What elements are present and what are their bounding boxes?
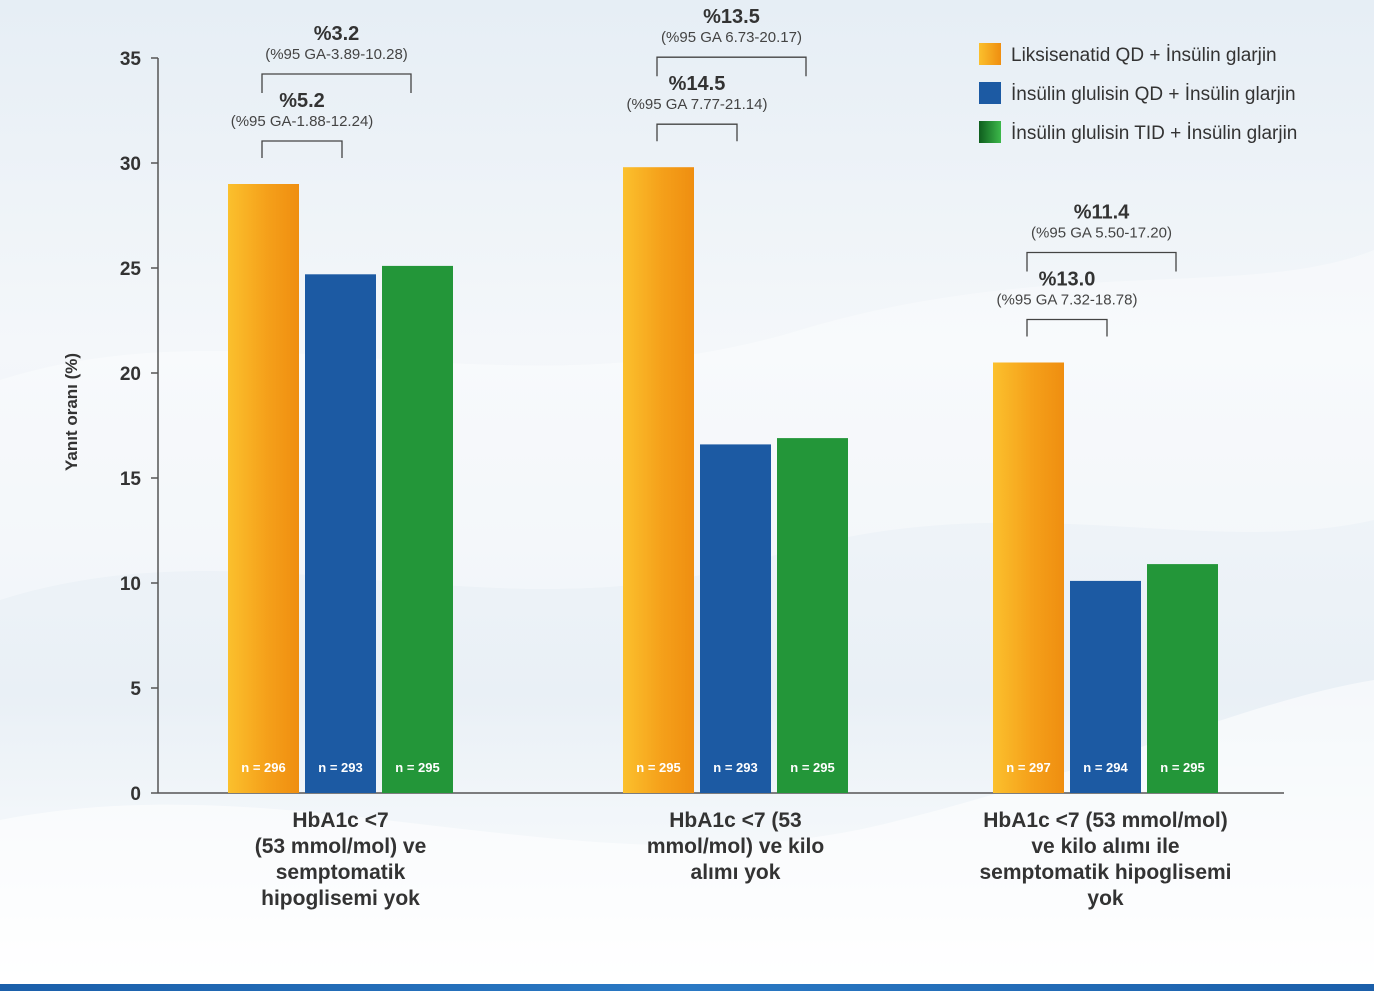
y-tick-label: 10 [120, 574, 141, 595]
n-labels: n = 296 n = 295 n = 297 n = 293 n = 293 n = 2… [241, 760, 1204, 775]
bar [382, 265, 453, 793]
category-labels: HbA1c <7 (53 mmol/mol) ve semptomatik hipog… [255, 809, 1232, 910]
category-label: HbA1c <7 (53 [669, 809, 801, 832]
difference-label: %11.4 [1074, 202, 1130, 224]
bar [777, 438, 848, 793]
n-label: n = 295 [636, 760, 680, 775]
y-tick-label: 35 [120, 49, 142, 70]
significance-bracket [656, 56, 807, 77]
legend-label: Liksisenatid QD + İnsülin glarjin [1011, 45, 1277, 66]
confidence-interval: (%95 GA 6.73-20.17) [661, 29, 802, 46]
difference-label: %5.2 [279, 90, 325, 112]
y-tick-label: 20 [120, 364, 141, 385]
category-label: semptomatik [276, 861, 406, 884]
legend-label: İnsülin glulisin TID + İnsülin glarjin [1011, 123, 1297, 144]
significance-bracket [656, 123, 738, 142]
legend-swatch [979, 43, 1001, 65]
category-label: HbA1c <7 (53 mmol/mol) [983, 809, 1227, 832]
y-tick-label: 30 [120, 154, 141, 175]
significance-bracket [1026, 251, 1177, 272]
category-label: mmol/mol) ve kilo [647, 835, 824, 858]
category-label: ve kilo alımı ile [1031, 835, 1179, 858]
y-axis-title: Yanıt oranı (%) [62, 353, 81, 471]
y-tick-label: 0 [130, 784, 141, 805]
category-label: semptomatik hipoglisemi [979, 861, 1231, 884]
confidence-interval: (%95 GA-3.89-10.28) [265, 46, 408, 63]
n-label: n = 295 [395, 760, 439, 775]
legend: Liksisenatid QD + İnsülin glarjin İnsülin… [979, 43, 1297, 144]
n-label: n = 296 [241, 760, 285, 775]
bar [305, 274, 376, 793]
n-label: n = 294 [1083, 760, 1128, 775]
significance-bracket [261, 73, 412, 93]
bar [700, 444, 771, 793]
difference-label: %3.2 [314, 23, 360, 45]
annotations: (%95 GA-3.89-10.28)%3.2 (%95 GA-1.88-12.2… [231, 6, 1177, 337]
n-label: n = 295 [790, 760, 834, 775]
significance-bracket [1026, 318, 1108, 337]
difference-label: %13.5 [703, 6, 760, 28]
category-label: hipoglisemi yok [261, 887, 420, 910]
bottom-bar [0, 984, 1374, 991]
bar [623, 167, 694, 793]
n-label: n = 297 [1006, 760, 1050, 775]
bar [228, 184, 299, 793]
category-label: yok [1087, 887, 1124, 910]
confidence-interval: (%95 GA 5.50-17.20) [1031, 225, 1172, 242]
n-label: n = 293 [713, 760, 757, 775]
difference-label: %14.5 [669, 73, 726, 95]
confidence-interval: (%95 GA 7.32-18.78) [997, 292, 1138, 309]
n-label: n = 295 [1160, 760, 1204, 775]
y-tick-label: 15 [120, 469, 142, 490]
category-label: (53 mmol/mol) ve [255, 835, 427, 858]
confidence-interval: (%95 GA 7.77-21.14) [627, 96, 768, 113]
bar [993, 362, 1064, 793]
significance-bracket [261, 140, 343, 158]
legend-swatch [979, 82, 1001, 104]
legend-label: İnsülin glulisin QD + İnsülin glarjin [1011, 84, 1296, 105]
difference-label: %13.0 [1039, 269, 1096, 291]
category-label: HbA1c <7 [292, 809, 388, 832]
y-tick-label: 5 [130, 679, 141, 700]
legend-swatch [979, 121, 1001, 143]
bar [1070, 580, 1141, 793]
n-label: n = 293 [318, 760, 362, 775]
y-tick-label: 25 [120, 259, 142, 280]
bar [1147, 564, 1218, 793]
category-label: alımı yok [691, 861, 781, 884]
bars [228, 167, 1218, 793]
confidence-interval: (%95 GA-1.88-12.24) [231, 113, 374, 130]
